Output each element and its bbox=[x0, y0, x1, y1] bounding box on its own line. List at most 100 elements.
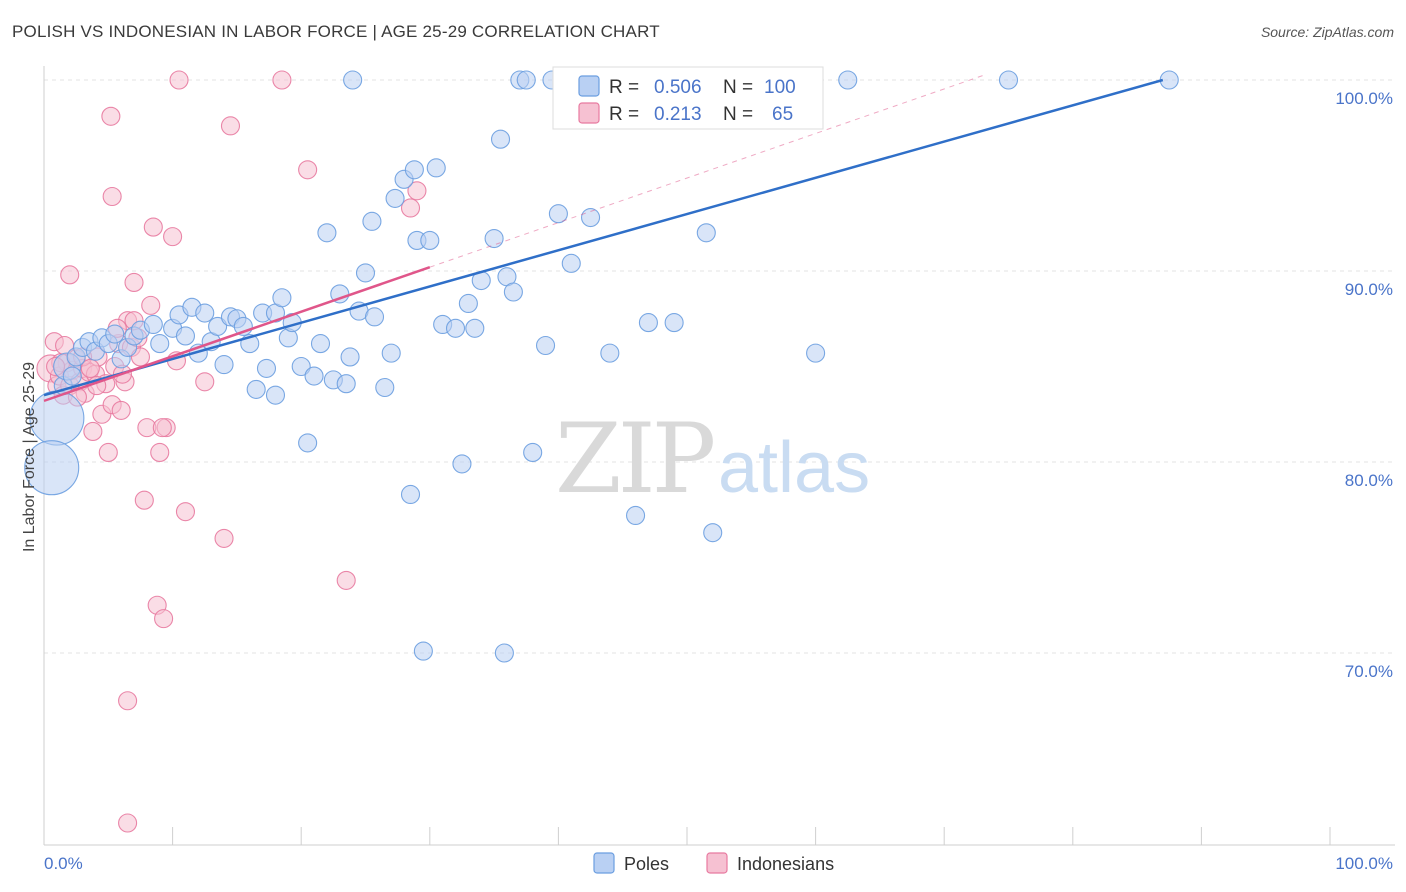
indonesians-point bbox=[101, 106, 121, 126]
bottom-legend-swatch-poles bbox=[593, 852, 615, 874]
poles-point bbox=[638, 313, 658, 333]
poles-point bbox=[516, 70, 536, 90]
bottom-legend-poles: Poles bbox=[624, 854, 669, 874]
poles-point bbox=[298, 433, 318, 453]
poles-trend-line bbox=[43, 78, 1164, 397]
poles-point bbox=[806, 343, 826, 363]
poles-point bbox=[195, 303, 215, 323]
indonesians-point bbox=[272, 70, 292, 90]
indonesians-point bbox=[60, 265, 80, 285]
poles-point bbox=[317, 223, 337, 243]
indonesians-point bbox=[102, 186, 122, 207]
poles-point bbox=[175, 326, 196, 346]
y-axis-title: In Labor Force | Age 25-29 bbox=[21, 362, 38, 552]
correlation-legend: R = 0.506 N = 100 R = 0.213 N = 65 bbox=[552, 66, 824, 130]
indonesians-points bbox=[36, 70, 427, 833]
indonesians-point bbox=[118, 691, 138, 711]
poles-point bbox=[465, 318, 485, 338]
poles-point bbox=[523, 442, 543, 463]
poles-point bbox=[535, 335, 556, 356]
y-tick-label: 70.0% bbox=[1345, 662, 1393, 681]
indonesians-point bbox=[298, 160, 318, 180]
poles-point bbox=[310, 334, 331, 354]
trend-lines bbox=[43, 75, 1164, 403]
poles-point bbox=[355, 263, 376, 283]
legend-r-label-indonesians: R = bbox=[609, 104, 639, 125]
indonesians-point bbox=[169, 70, 189, 90]
legend-n-label-poles: N = bbox=[723, 77, 753, 98]
bottom-legend-swatch-indonesians bbox=[706, 852, 728, 874]
legend-n-value-poles: 100 bbox=[764, 77, 796, 98]
legend-r-value-poles: 0.506 bbox=[654, 77, 702, 98]
legend-swatch-indonesians bbox=[578, 102, 600, 124]
indonesians-point bbox=[98, 442, 118, 463]
poles-point bbox=[404, 160, 424, 180]
bottom-legend-indonesians: Indonesians bbox=[737, 854, 834, 874]
poles-point bbox=[362, 211, 382, 231]
watermark-zip: ZIP bbox=[555, 403, 714, 515]
poles-point bbox=[1159, 70, 1179, 90]
poles-point bbox=[304, 366, 324, 386]
poles-point bbox=[426, 158, 446, 178]
poles-point bbox=[998, 70, 1019, 90]
poles-point bbox=[340, 347, 360, 367]
poles-point bbox=[381, 343, 401, 363]
poles-point bbox=[385, 188, 405, 208]
indonesians-point bbox=[175, 502, 196, 522]
indonesians-point bbox=[214, 528, 234, 548]
indonesians-point bbox=[130, 347, 150, 367]
y-tick-label: 90.0% bbox=[1345, 280, 1393, 299]
poles-point bbox=[105, 324, 125, 344]
tick-labels: 70.0% 80.0% 90.0% 100.0% 0.0% 100.0% bbox=[44, 89, 1393, 873]
poles-point bbox=[256, 358, 277, 378]
legend-n-value-indonesians: 65 bbox=[772, 104, 793, 125]
poles-point bbox=[330, 284, 350, 304]
poles-point bbox=[400, 484, 421, 505]
watermark: ZIP atlas bbox=[555, 403, 870, 515]
source-label: Source: ZipAtlas.com bbox=[1260, 24, 1394, 40]
poles-point bbox=[272, 288, 292, 308]
poles-point bbox=[265, 385, 286, 405]
poles-point bbox=[548, 204, 568, 224]
x-tick-label-max: 100.0% bbox=[1335, 854, 1393, 873]
poles-point bbox=[413, 641, 433, 661]
indonesians-point bbox=[141, 295, 161, 315]
poles-point bbox=[364, 307, 385, 327]
poles-point bbox=[600, 343, 620, 363]
indonesians-point bbox=[152, 418, 172, 438]
poles-point bbox=[246, 379, 266, 399]
indonesians-point bbox=[407, 181, 427, 201]
indonesians-point bbox=[163, 227, 183, 247]
poles-point bbox=[208, 316, 228, 336]
poles-point bbox=[503, 282, 523, 302]
indonesians-point bbox=[80, 358, 100, 378]
indonesians-trend-line bbox=[43, 265, 431, 403]
grid-lines bbox=[44, 79, 1395, 654]
poles-point bbox=[143, 314, 163, 335]
poles-point bbox=[420, 230, 440, 250]
poles-point bbox=[664, 313, 684, 333]
x-tick-label-min: 0.0% bbox=[44, 854, 83, 873]
indonesians-point bbox=[400, 198, 421, 218]
poles-point bbox=[150, 334, 170, 354]
poles-point bbox=[214, 355, 234, 375]
watermark-atlas: atlas bbox=[718, 428, 870, 508]
poles-point bbox=[343, 70, 363, 90]
poles-point bbox=[458, 293, 478, 314]
indonesians-point bbox=[111, 400, 131, 420]
poles-point bbox=[580, 207, 601, 228]
legend-swatch-poles bbox=[578, 75, 600, 97]
poles-point bbox=[24, 440, 80, 496]
poles-point bbox=[445, 318, 466, 338]
poles-point bbox=[484, 228, 504, 249]
poles-point bbox=[561, 253, 581, 273]
indonesians-point bbox=[336, 570, 356, 590]
poles-point bbox=[703, 523, 723, 543]
poles-point bbox=[494, 643, 514, 663]
poles-point bbox=[452, 454, 472, 474]
chart-title: POLISH VS INDONESIAN IN LABOR FORCE | AG… bbox=[12, 22, 660, 41]
indonesians-point bbox=[118, 813, 138, 833]
indonesians-point bbox=[195, 372, 215, 392]
legend-n-label-indonesians: N = bbox=[723, 104, 753, 125]
